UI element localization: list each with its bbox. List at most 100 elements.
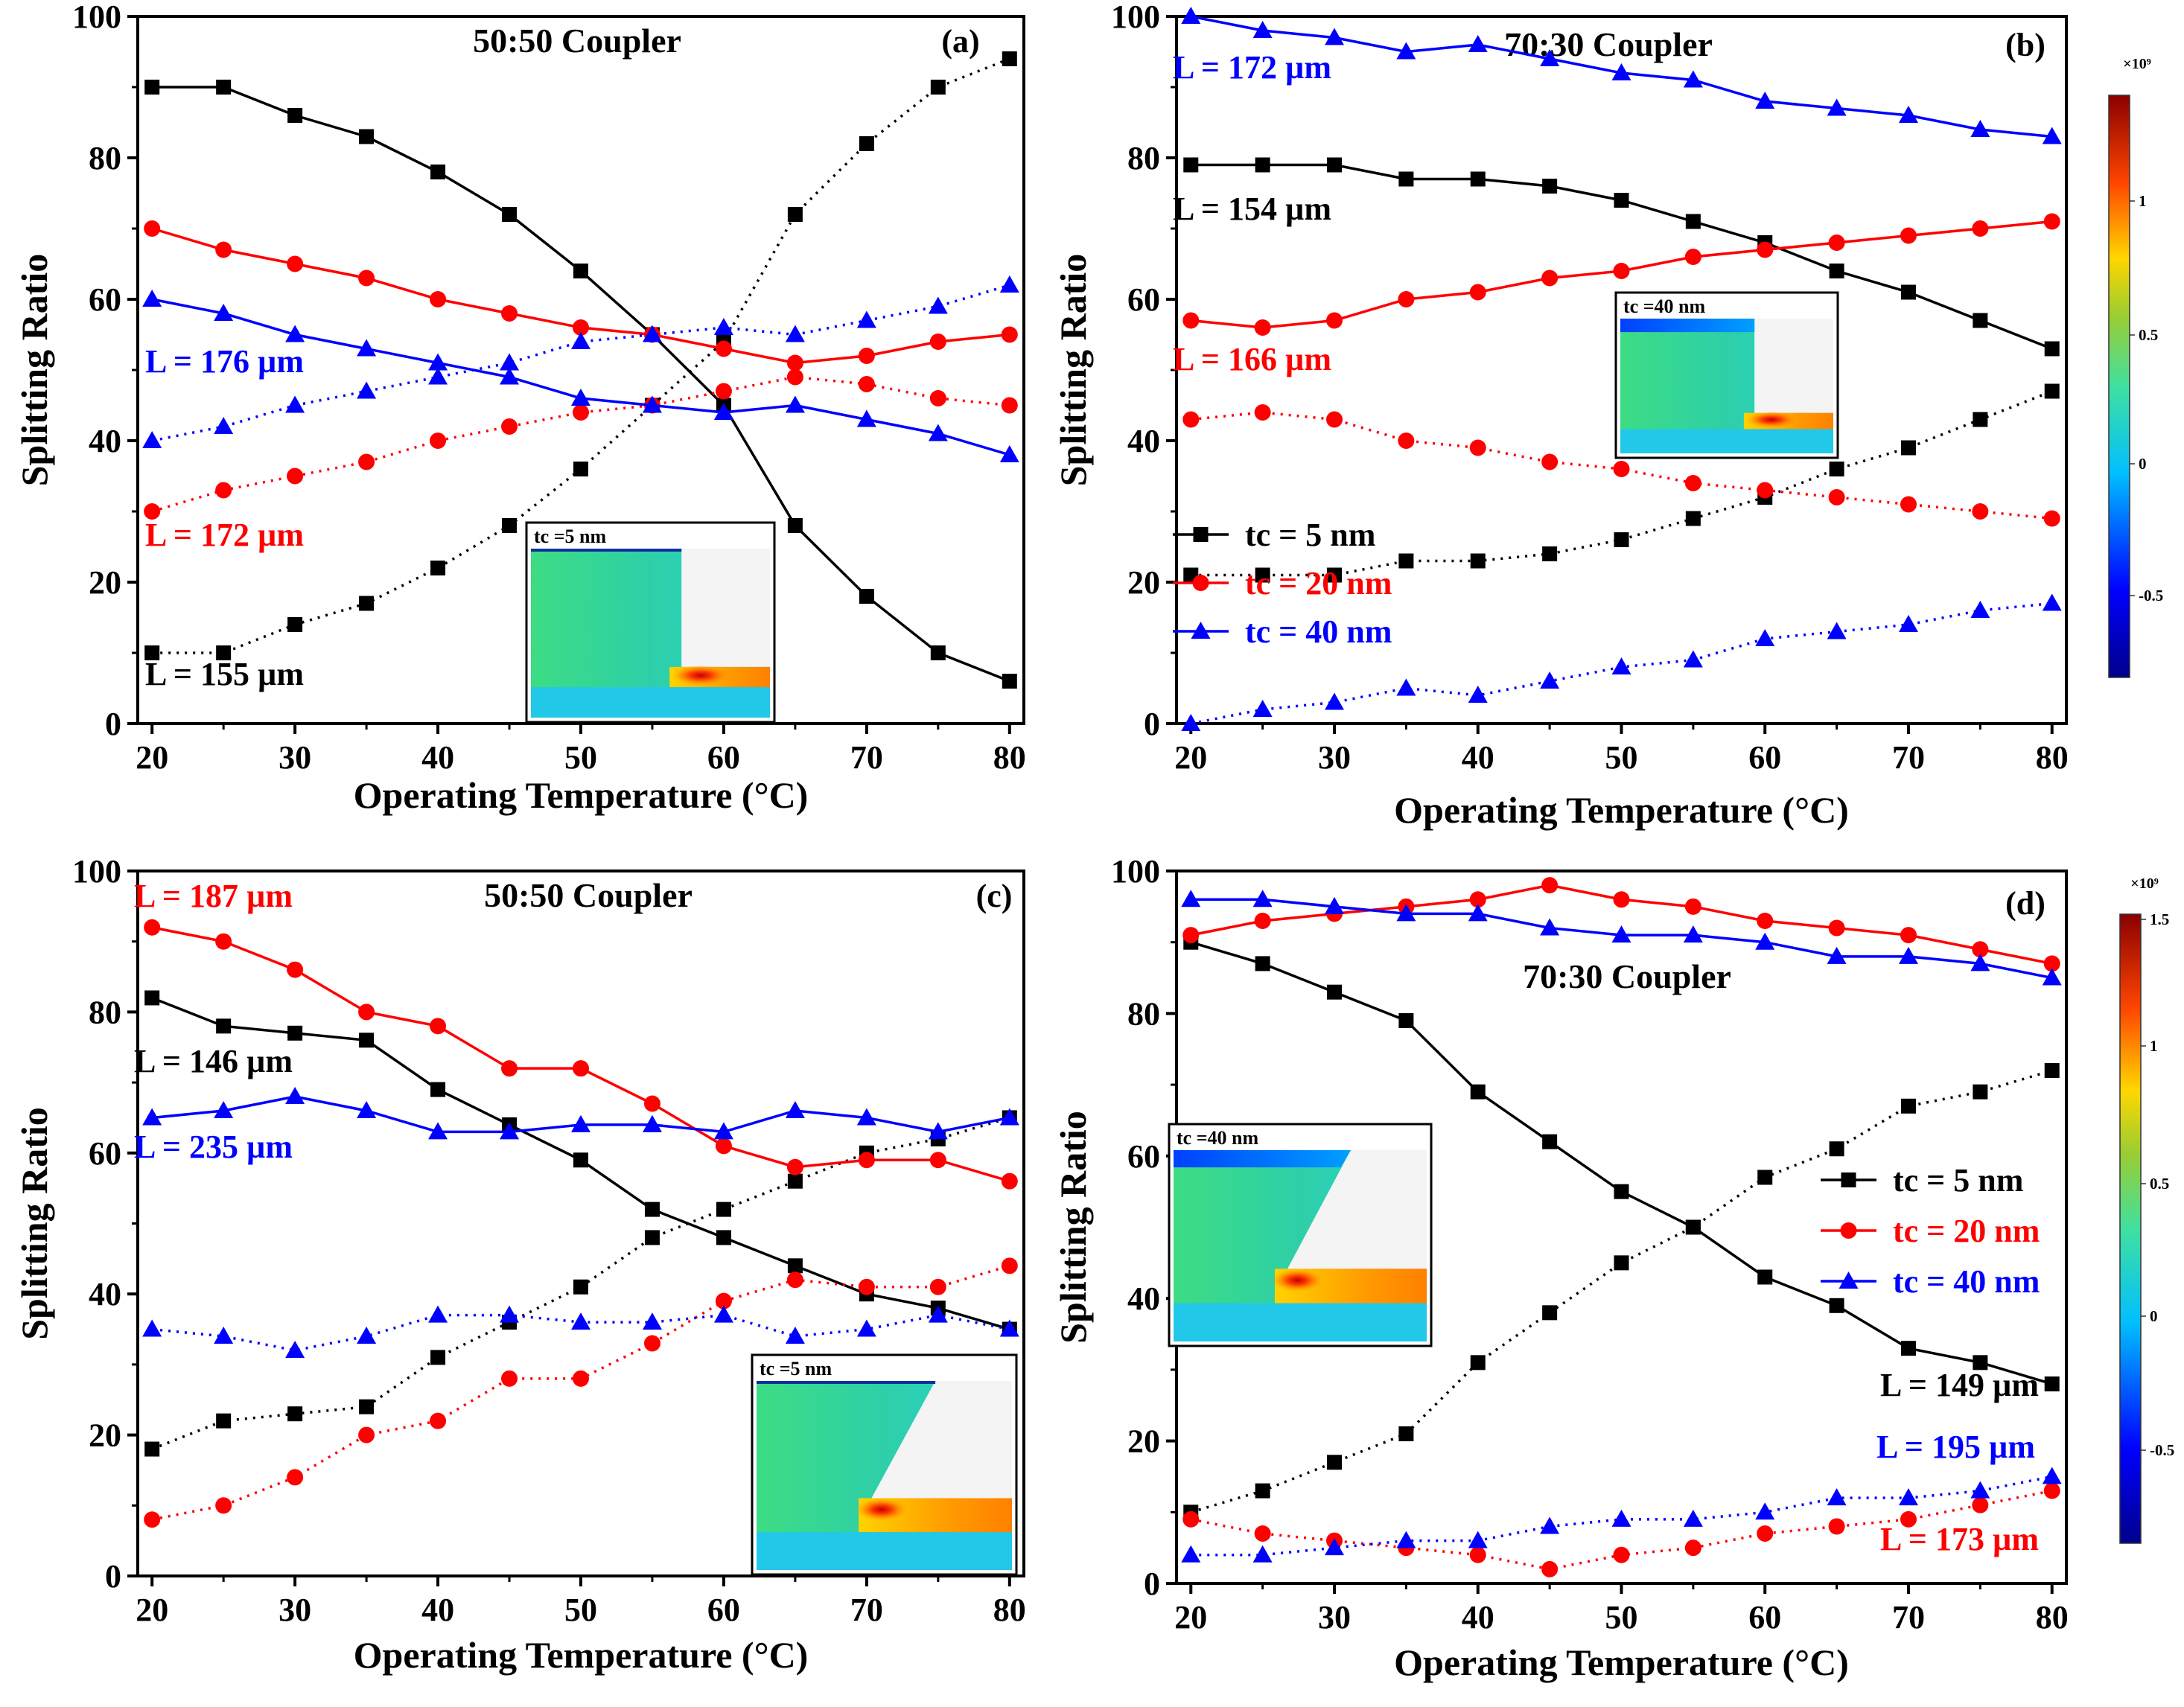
length-annotation: L = 195 µm bbox=[1876, 1429, 2035, 1465]
data-point bbox=[858, 1152, 875, 1169]
data-point bbox=[1398, 291, 1415, 307]
colorbar-tick-label: -0.5 bbox=[2150, 1441, 2174, 1459]
data-point bbox=[1325, 896, 1345, 914]
panel-d: 20 30 40 50 60 70 80 0 20 40 60 80 100 Operating Temp… bbox=[1052, 853, 2174, 1683]
legend-marker bbox=[1840, 1222, 1857, 1239]
data-point bbox=[715, 1292, 732, 1309]
data-point bbox=[1326, 312, 1343, 329]
data-point bbox=[1973, 313, 1988, 328]
data-point bbox=[1972, 941, 1989, 958]
x-tick-label: 70 bbox=[850, 739, 883, 776]
data-point bbox=[1828, 1518, 1845, 1535]
chart-title: 50:50 Coupler bbox=[473, 22, 681, 60]
y-tick-label: 40 bbox=[89, 423, 121, 459]
data-point bbox=[215, 241, 232, 258]
data-point bbox=[142, 290, 162, 307]
data-point bbox=[1683, 925, 1703, 943]
inset-top-layer bbox=[531, 549, 682, 552]
data-point bbox=[358, 1426, 375, 1443]
data-point bbox=[928, 424, 948, 441]
data-point bbox=[1898, 615, 1918, 632]
data-point bbox=[573, 1060, 589, 1077]
data-point bbox=[1685, 1219, 1701, 1235]
data-point bbox=[1611, 1509, 1631, 1527]
data-point bbox=[285, 1087, 305, 1105]
data-point bbox=[1540, 1516, 1560, 1534]
data-point bbox=[642, 1312, 662, 1330]
data-point bbox=[287, 255, 304, 272]
data-point bbox=[787, 207, 803, 222]
inset-hotspot bbox=[672, 665, 730, 686]
data-point bbox=[1396, 42, 1416, 60]
inset-hotspot bbox=[1272, 1269, 1323, 1292]
legend-label: tc = 20 nm bbox=[1893, 1213, 2040, 1249]
data-point bbox=[214, 417, 234, 434]
y-tick-label: 20 bbox=[89, 564, 121, 601]
data-point bbox=[573, 1279, 588, 1295]
data-point bbox=[1542, 1305, 1558, 1321]
length-annotation: L = 176 µm bbox=[145, 343, 304, 380]
data-point bbox=[644, 1202, 660, 1217]
x-tick-label: 20 bbox=[1174, 739, 1207, 776]
data-point bbox=[1828, 489, 1845, 505]
data-point bbox=[1900, 227, 1917, 244]
length-annotation: L = 146 µm bbox=[134, 1043, 293, 1079]
data-point bbox=[1542, 546, 1558, 561]
data-point bbox=[359, 1399, 375, 1414]
data-point bbox=[216, 645, 232, 660]
data-point bbox=[428, 1122, 448, 1140]
data-point bbox=[573, 264, 588, 278]
data-point bbox=[2044, 383, 2060, 399]
x-tick-label: 50 bbox=[564, 739, 597, 776]
data-point bbox=[1757, 1525, 1774, 1542]
data-point bbox=[1540, 49, 1560, 66]
data-point bbox=[144, 220, 161, 237]
data-point bbox=[430, 1018, 447, 1035]
data-point bbox=[1001, 397, 1018, 414]
data-point bbox=[1684, 475, 1701, 491]
y-tick-label: 40 bbox=[1127, 423, 1160, 459]
y-axis-label: Splitting Ratio bbox=[1052, 254, 1094, 487]
y-tick-label: 80 bbox=[89, 994, 121, 1030]
x-tick-label: 80 bbox=[993, 739, 1026, 776]
inset-field-plot bbox=[525, 521, 776, 724]
data-point bbox=[1182, 927, 1200, 944]
data-point bbox=[1541, 877, 1559, 894]
data-point bbox=[573, 404, 589, 421]
series-1-dotted bbox=[1183, 1062, 2060, 1520]
x-axis-label: Operating Temperature (°C) bbox=[1394, 789, 1849, 831]
data-point bbox=[214, 1327, 234, 1344]
series-3-dotted bbox=[1182, 1482, 2060, 1577]
inset-label: tc =5 nm bbox=[534, 526, 606, 547]
colorbar-tick-label: 0 bbox=[2139, 455, 2147, 473]
data-point bbox=[1685, 214, 1701, 229]
data-point bbox=[2042, 1467, 2062, 1484]
data-point bbox=[144, 503, 161, 520]
chart-title: 70:30 Coupler bbox=[1523, 957, 1731, 995]
legend-marker bbox=[1841, 1172, 1856, 1187]
data-point bbox=[786, 1272, 803, 1289]
x-tick-label: 40 bbox=[1462, 739, 1494, 776]
data-point bbox=[787, 518, 803, 533]
data-point bbox=[1325, 692, 1345, 710]
length-annotation: L = 172 µm bbox=[1173, 49, 1331, 86]
data-point bbox=[1254, 319, 1271, 336]
data-point bbox=[1325, 28, 1345, 45]
x-tick-label: 30 bbox=[278, 739, 311, 776]
data-point bbox=[285, 395, 305, 413]
data-point bbox=[1757, 1269, 1773, 1285]
data-point bbox=[1613, 461, 1630, 477]
data-point bbox=[1001, 1257, 1018, 1274]
data-point bbox=[1542, 1134, 1558, 1149]
data-point bbox=[287, 1025, 303, 1041]
data-point bbox=[928, 296, 948, 314]
data-point bbox=[786, 1158, 803, 1175]
data-point bbox=[1469, 891, 1486, 908]
data-point bbox=[1611, 63, 1631, 80]
data-point bbox=[1900, 1510, 1917, 1528]
y-axis-label: Splitting Ratio bbox=[13, 254, 55, 487]
x-tick-label: 40 bbox=[421, 1592, 454, 1628]
legend-label: tc = 20 nm bbox=[1245, 565, 1392, 602]
data-point bbox=[501, 1370, 518, 1387]
